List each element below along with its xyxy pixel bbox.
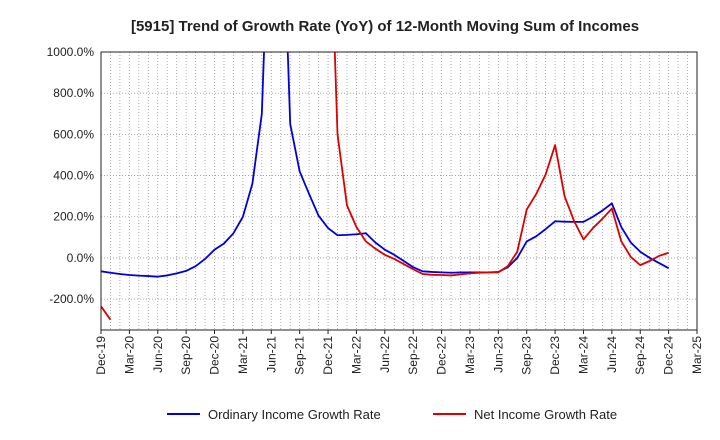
y-tick-label: 1000.0% — [47, 45, 95, 59]
x-tick-label: Jun-23 — [491, 336, 505, 373]
y-tick-label: 800.0% — [53, 86, 94, 100]
x-tick-label: Dec-23 — [548, 336, 562, 375]
x-tick-label: Mar-22 — [349, 336, 363, 374]
legend-label: Ordinary Income Growth Rate — [208, 407, 381, 422]
x-tick-label: Mar-25 — [690, 336, 704, 374]
x-tick-label: Sep-24 — [633, 336, 647, 375]
y-tick-label: 0.0% — [67, 251, 95, 265]
x-tick-label: Jun-24 — [605, 336, 619, 373]
y-tick-label: -200.0% — [49, 292, 94, 306]
x-tick-label: Dec-20 — [208, 336, 222, 375]
x-tick-label: Dec-22 — [435, 336, 449, 375]
x-tick-label: Dec-21 — [321, 336, 335, 375]
x-tick-label: Mar-23 — [463, 336, 477, 374]
x-tick-label: Sep-23 — [520, 336, 534, 375]
y-tick-label: 200.0% — [53, 210, 94, 224]
y-tick-label: 600.0% — [53, 127, 94, 141]
legend-label: Net Income Growth Rate — [474, 407, 617, 422]
x-tick-label: Jun-20 — [151, 336, 165, 373]
x-tick-label: Mar-21 — [236, 336, 250, 374]
x-tick-label: Jun-22 — [378, 336, 392, 373]
x-tick-label: Mar-20 — [122, 336, 136, 374]
x-tick-label: Sep-20 — [179, 336, 193, 375]
plot-frame — [100, 51, 698, 331]
x-tick-label: Mar-24 — [576, 336, 590, 374]
x-tick-label: Dec-19 — [94, 336, 108, 375]
x-tick-label: Sep-21 — [293, 336, 307, 375]
x-tick-label: Dec-24 — [662, 336, 676, 375]
legend: Ordinary Income Growth Rate Net Income Gr… — [167, 407, 617, 422]
series-line-net-income — [101, 52, 669, 321]
y-axis-ticks: -200.0% 0.0% 200.0% 400.0% 600.0% 800.0% 1000.… — [47, 45, 95, 306]
y-tick-label: 400.0% — [53, 169, 94, 183]
grid-lines — [101, 51, 697, 330]
chart-title: [5915] Trend of Growth Rate (YoY) of 12-… — [131, 18, 639, 35]
x-tick-label: Sep-22 — [406, 336, 420, 375]
series-lines — [101, 52, 670, 321]
x-axis-ticks: Dec-19 Mar-20 Jun-20 Sep-20 Dec-20 Mar-21 Jun-… — [94, 330, 704, 375]
x-tick-label: Jun-21 — [264, 336, 278, 373]
